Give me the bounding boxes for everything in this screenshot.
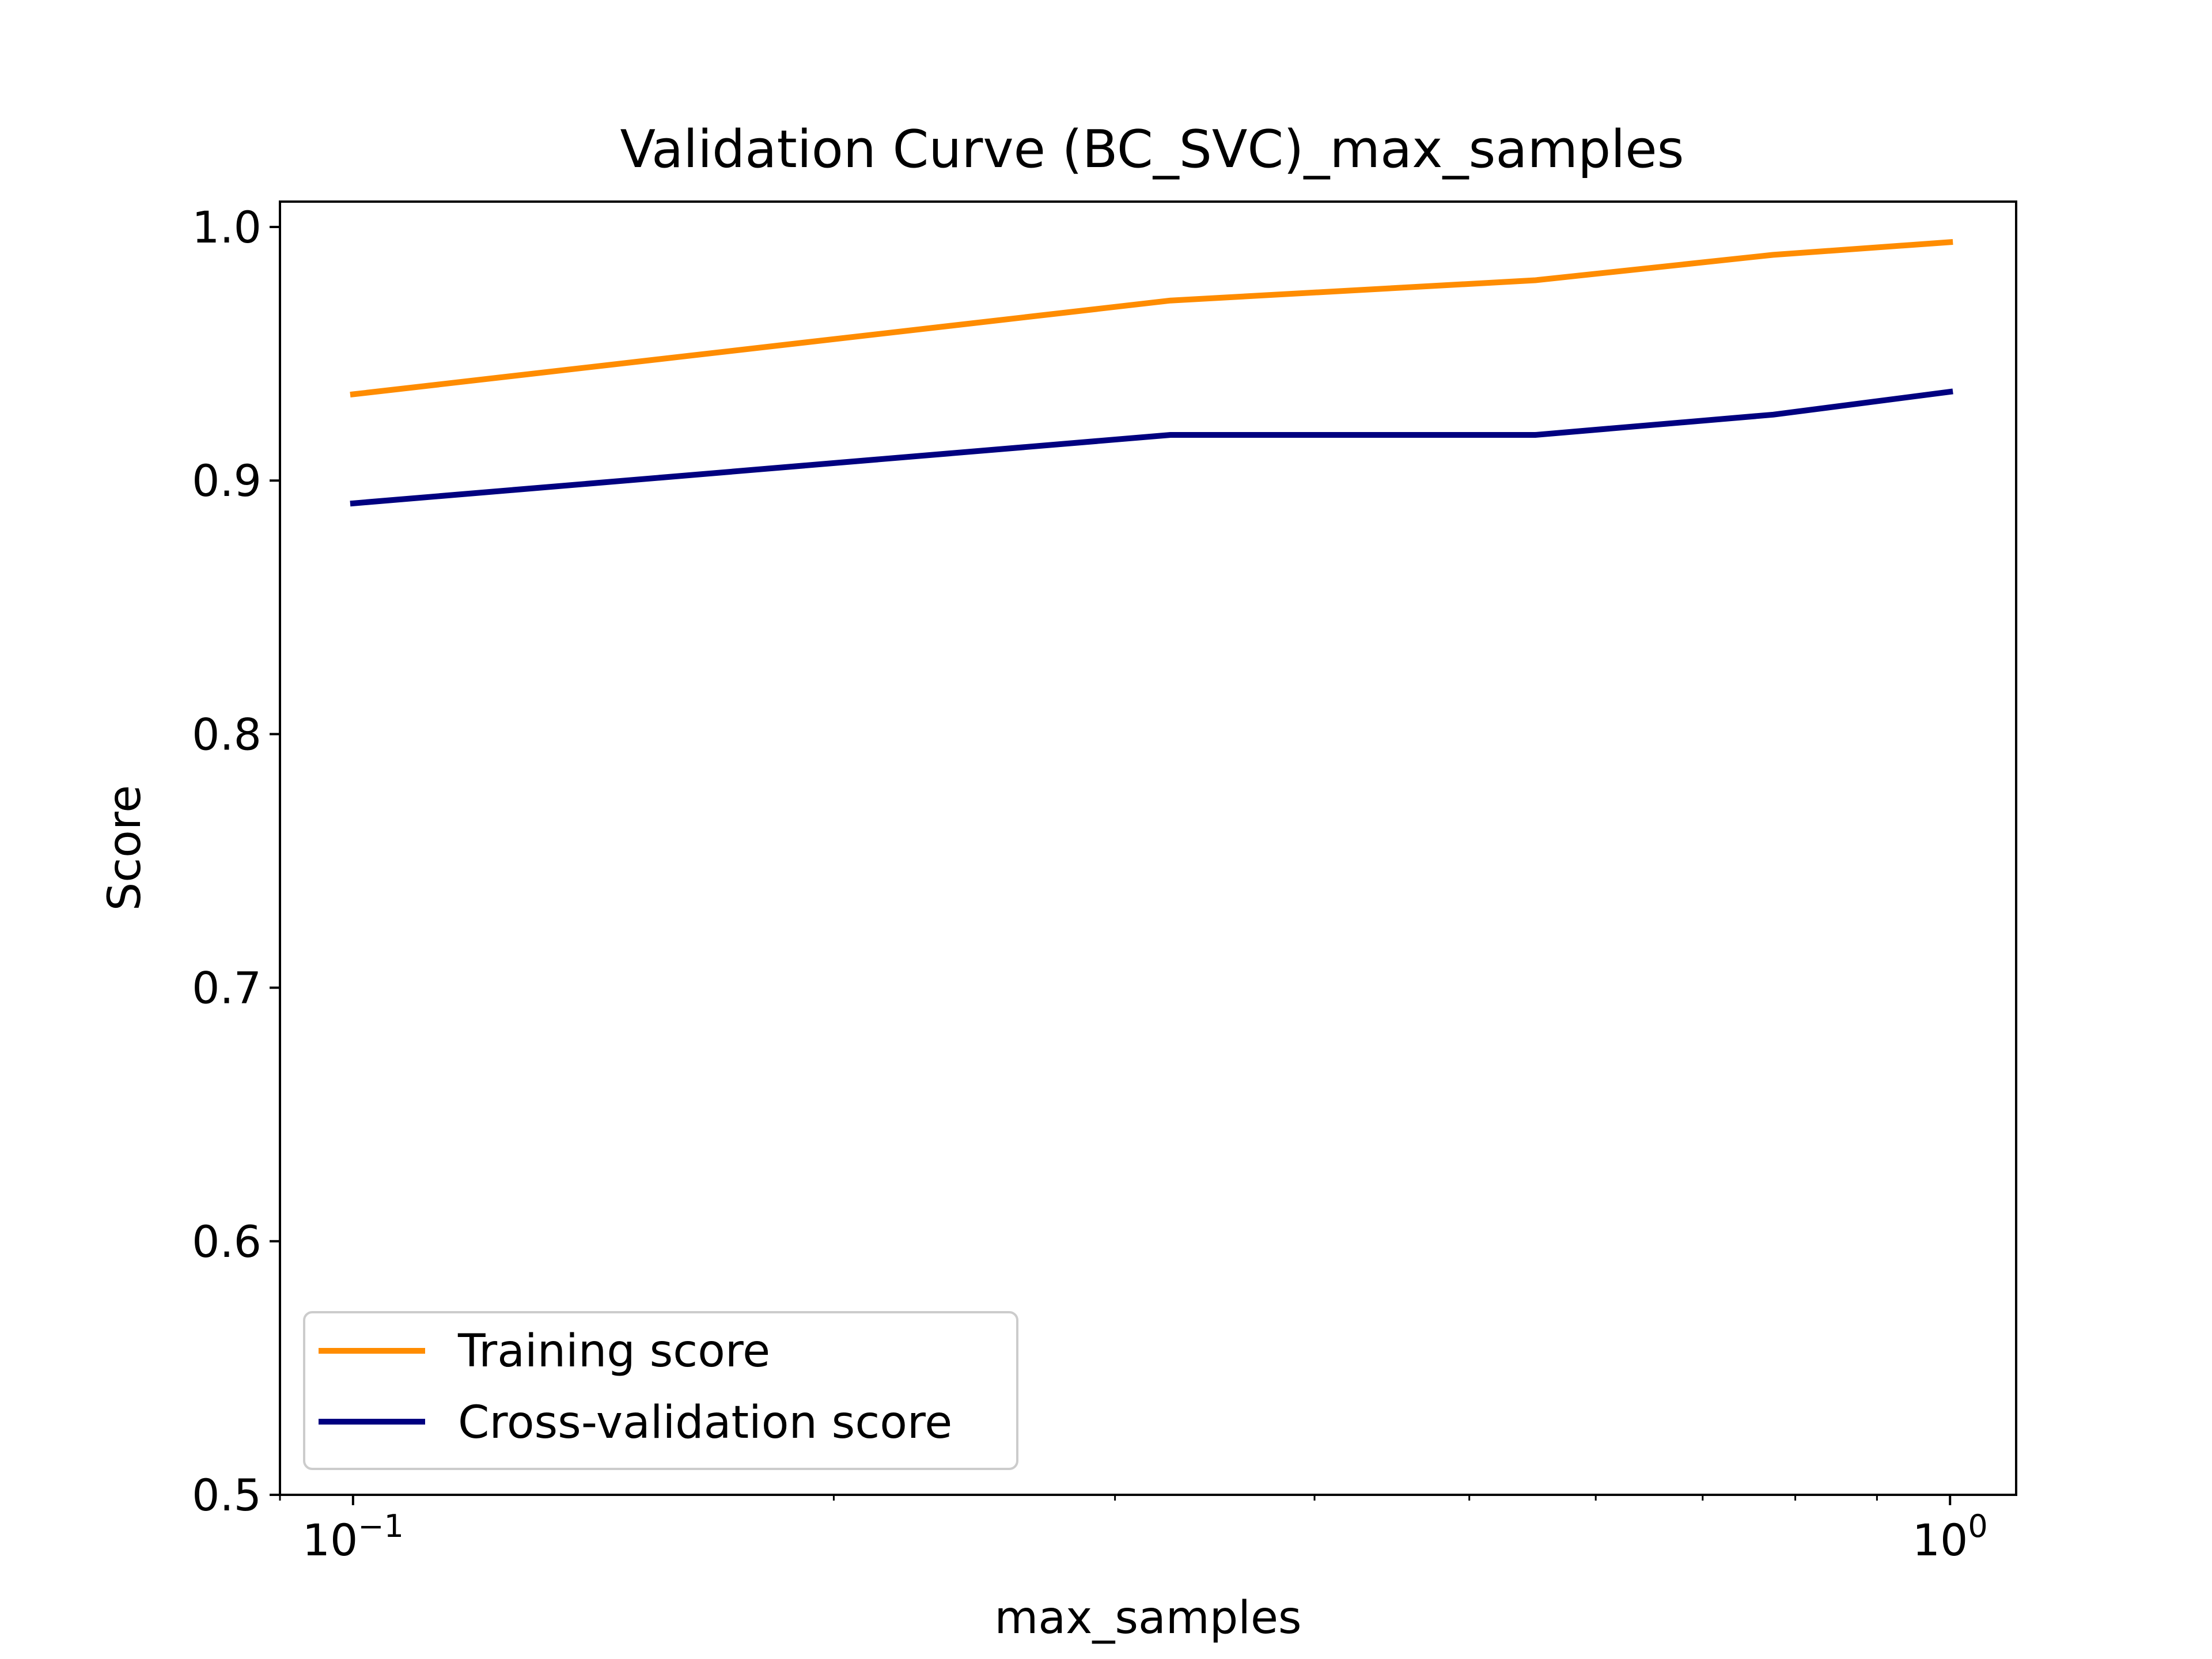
y-tick-label: 0.5: [192, 1469, 262, 1521]
legend: Training score Cross-validation score: [303, 1311, 1018, 1470]
x-tick-label: 100: [1912, 1508, 1988, 1566]
y-tick-label: 0.6: [192, 1216, 262, 1267]
axes-frame: [279, 200, 2017, 1496]
series-line-cross-validation: [350, 388, 1953, 507]
y-tick-label: 0.8: [192, 709, 262, 760]
y-tick-label: 0.9: [192, 455, 262, 506]
chart-title: Validation Curve (BC_SVC)_max_samples: [620, 119, 1684, 180]
y-tick-label: 0.7: [192, 963, 262, 1014]
x-axis-label: max_samples: [994, 1592, 1301, 1644]
legend-box: [303, 1311, 1018, 1470]
series-line-training: [350, 239, 1953, 398]
legend-label-cross-validation: Cross-validation score: [458, 1397, 952, 1449]
x-axis: 10−1 100: [279, 1495, 1988, 1566]
plot-area: [350, 239, 1953, 507]
legend-label-training: Training score: [457, 1325, 770, 1377]
y-tick-label: 1.0: [192, 202, 262, 253]
y-axis-label: Score: [99, 785, 151, 911]
y-axis: 0.5 0.6 0.7 0.8 0.9 1.0: [192, 202, 280, 1521]
